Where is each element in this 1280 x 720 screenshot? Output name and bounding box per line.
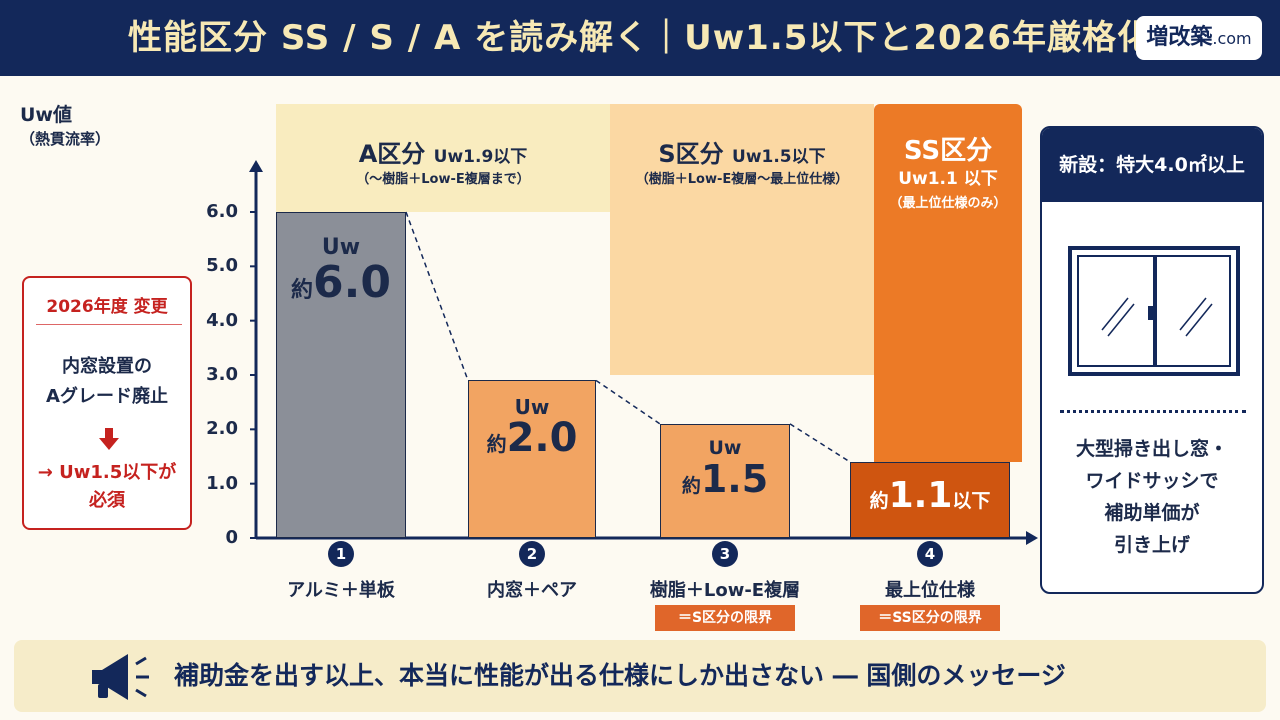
zone-s-name: S区分 xyxy=(658,140,724,168)
category-3-limit-badge: ＝S区分の限界 xyxy=(655,605,795,631)
y-tick-label: 4.0 xyxy=(206,309,238,331)
category-2-number: 2 xyxy=(519,541,545,567)
policy-change-title: 2026年度 変更 xyxy=(46,297,168,317)
bar-resin-lowe: Uw 約1.5 xyxy=(660,423,790,538)
footer-message: 補助金を出す以上、本当に性能が出る仕様にしか出さない ― 国側のメッセージ xyxy=(174,661,1066,690)
category-4-limit-badge: ＝SS区分の限界 xyxy=(860,605,1000,631)
y-axis-label: Uw値 xyxy=(20,104,72,126)
bar-connector-line xyxy=(789,423,851,463)
y-axis-sublabel: （熱貫流率） xyxy=(20,130,111,148)
policy-change-line1: 内窓設置の xyxy=(62,356,152,377)
bar-0-value: 6.0 xyxy=(313,257,391,308)
category-3-label: 樹脂＋Low-E複層 xyxy=(649,580,801,601)
bar-top-spec: 約1.1以下 xyxy=(850,461,1010,538)
bar-connector-line xyxy=(405,211,469,381)
zone-s: S区分 Uw1.5以下 （樹脂＋Low-E複層～最上位仕様） xyxy=(610,104,874,375)
new-category-line1: 大型掃き出し窓・ xyxy=(1075,438,1228,460)
policy-change-line2: Aグレード廃止 xyxy=(46,386,168,407)
category-4-label: 最上位仕様 xyxy=(885,580,975,601)
category-2-label: 内窓＋ペア xyxy=(487,580,577,601)
bar-aluminum-single: Uw 約6.0 xyxy=(276,212,406,538)
bar-2-prefix: 約 xyxy=(681,474,701,497)
arrow-down-icon xyxy=(99,428,119,450)
chart-area: A区分 Uw1.9以下 （～樹脂＋Low-E複層まで） S区分 Uw1.5以下 … xyxy=(206,104,1038,631)
bar-inner-pair: Uw 約2.0 xyxy=(468,380,596,538)
new-category-line4: 引き上げ xyxy=(1113,534,1190,556)
zone-a-name: A区分 xyxy=(358,140,426,168)
bar-2-top: Uw xyxy=(708,436,742,459)
bar-2-value-label: 約1.5 xyxy=(661,457,789,501)
zone-s-threshold: Uw1.5以下 xyxy=(732,147,826,167)
policy-change-result2: 必須 xyxy=(89,490,125,511)
zone-s-note: （樹脂＋Low-E複層～最上位仕様） xyxy=(635,172,849,187)
zone-a-title: A区分 Uw1.9以下 xyxy=(276,134,610,169)
bar-3-suffix: 以下 xyxy=(952,489,991,512)
zone-ss-name: SS区分 xyxy=(903,136,993,166)
bar-1-prefix: 約 xyxy=(486,432,507,457)
y-tick-label: 0 xyxy=(225,527,238,548)
y-tick-label: 1.0 xyxy=(206,472,238,494)
y-tick-label: 2.0 xyxy=(206,418,238,440)
x-axis-arrow xyxy=(1026,531,1038,545)
megaphone-icon xyxy=(92,654,149,700)
bar-3-prefix: 約 xyxy=(869,489,889,512)
zone-s-title: S区分 Uw1.5以下 xyxy=(610,134,874,169)
bar-1-value: 2.0 xyxy=(506,415,578,462)
zone-a-note: （～樹脂＋Low-E複層まで） xyxy=(356,172,530,187)
bar-0-top: Uw xyxy=(321,235,361,260)
policy-change-divider xyxy=(36,324,182,325)
new-category-line2: ワイドサッシで xyxy=(1085,470,1219,492)
bar-1-top: Uw xyxy=(514,395,550,420)
new-category-box: 新設：特大4.0㎡以上 大型掃き出し窓・ ワイドサッシで 補助単価が 引き上げ xyxy=(1040,126,1264,594)
new-category-line3: 補助単価が xyxy=(1104,502,1200,524)
page-title: 性能区分 SS / S / A を読み解く｜Uw1.5以下と2026年厳格化 xyxy=(128,18,1152,58)
bar-0-prefix: 約 xyxy=(291,278,314,303)
bar-3-value: 1.1 xyxy=(888,474,953,516)
brand-name: 増改築 xyxy=(1146,25,1213,50)
bar-1-value-label: 約2.0 xyxy=(469,415,595,461)
category-1-label: アルミ＋単板 xyxy=(287,580,395,601)
y-tick-label: 3.0 xyxy=(206,364,238,385)
zone-ss: SS区分 Uw1.1 以下 （最上位仕様のみ） xyxy=(874,104,1022,462)
new-category-divider xyxy=(1060,410,1246,413)
header-bar: 性能区分 SS / S / A を読み解く｜Uw1.5以下と2026年厳格化 増… xyxy=(0,0,1280,76)
brand-logo[interactable]: 増改築.com xyxy=(1136,16,1262,60)
y-axis-arrow xyxy=(249,160,263,172)
sliding-window-icon xyxy=(1068,246,1240,376)
chart-axes xyxy=(249,160,1038,545)
category-1-number: 1 xyxy=(328,541,354,567)
policy-change-box: 2026年度 変更 内窓設置の Aグレード廃止 → Uw1.5以下が 必須 xyxy=(22,276,192,530)
category-3-number: 3 xyxy=(712,541,738,567)
policy-change-result1: → Uw1.5以下が xyxy=(37,462,177,483)
category-4-number: 4 xyxy=(917,541,943,567)
zone-a: A区分 Uw1.9以下 （～樹脂＋Low-E複層まで） xyxy=(276,104,610,212)
y-tick-label: 5.0 xyxy=(206,255,238,277)
footer-banner: 補助金を出す以上、本当に性能が出る仕様にしか出さない ― 国側のメッセージ xyxy=(14,640,1266,712)
brand-suffix: .com xyxy=(1212,29,1252,48)
bar-connector-line xyxy=(595,379,661,425)
new-category-title: 新設：特大4.0㎡以上 xyxy=(1042,128,1262,202)
bar-2-value: 1.5 xyxy=(700,456,769,501)
y-tick-label: 6.0 xyxy=(206,201,238,222)
bar-0-value-label: 約6.0 xyxy=(277,257,405,308)
zone-ss-note: （最上位仕様のみ） xyxy=(889,196,1007,211)
zone-ss-threshold: Uw1.1 以下 xyxy=(898,169,998,189)
bar-3-value-label: 約1.1以下 xyxy=(851,475,1009,516)
zone-a-threshold: Uw1.9以下 xyxy=(433,147,528,167)
